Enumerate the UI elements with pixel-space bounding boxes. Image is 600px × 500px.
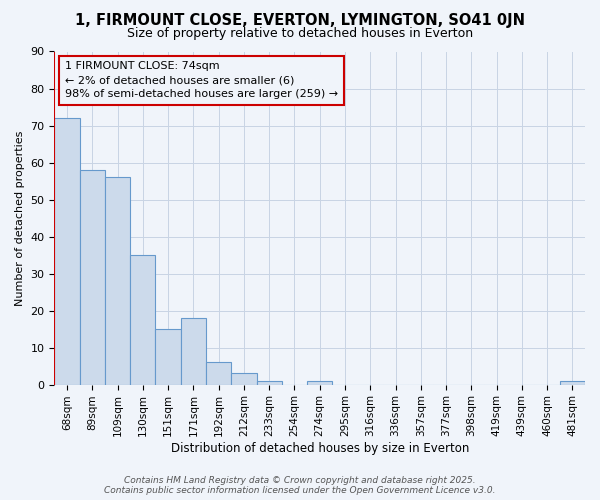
Text: Contains HM Land Registry data © Crown copyright and database right 2025.
Contai: Contains HM Land Registry data © Crown c… xyxy=(104,476,496,495)
Bar xyxy=(257,381,282,384)
Text: 1, FIRMOUNT CLOSE, EVERTON, LYMINGTON, SO41 0JN: 1, FIRMOUNT CLOSE, EVERTON, LYMINGTON, S… xyxy=(75,12,525,28)
Bar xyxy=(80,170,105,384)
Bar xyxy=(55,118,80,384)
Text: Size of property relative to detached houses in Everton: Size of property relative to detached ho… xyxy=(127,28,473,40)
Bar xyxy=(105,178,130,384)
Bar xyxy=(231,374,257,384)
Text: 1 FIRMOUNT CLOSE: 74sqm
← 2% of detached houses are smaller (6)
98% of semi-deta: 1 FIRMOUNT CLOSE: 74sqm ← 2% of detached… xyxy=(65,62,338,100)
X-axis label: Distribution of detached houses by size in Everton: Distribution of detached houses by size … xyxy=(170,442,469,455)
Bar xyxy=(206,362,231,384)
Bar xyxy=(307,381,332,384)
Y-axis label: Number of detached properties: Number of detached properties xyxy=(15,130,25,306)
Bar xyxy=(130,255,155,384)
Bar xyxy=(155,329,181,384)
Bar xyxy=(560,381,585,384)
Bar xyxy=(181,318,206,384)
